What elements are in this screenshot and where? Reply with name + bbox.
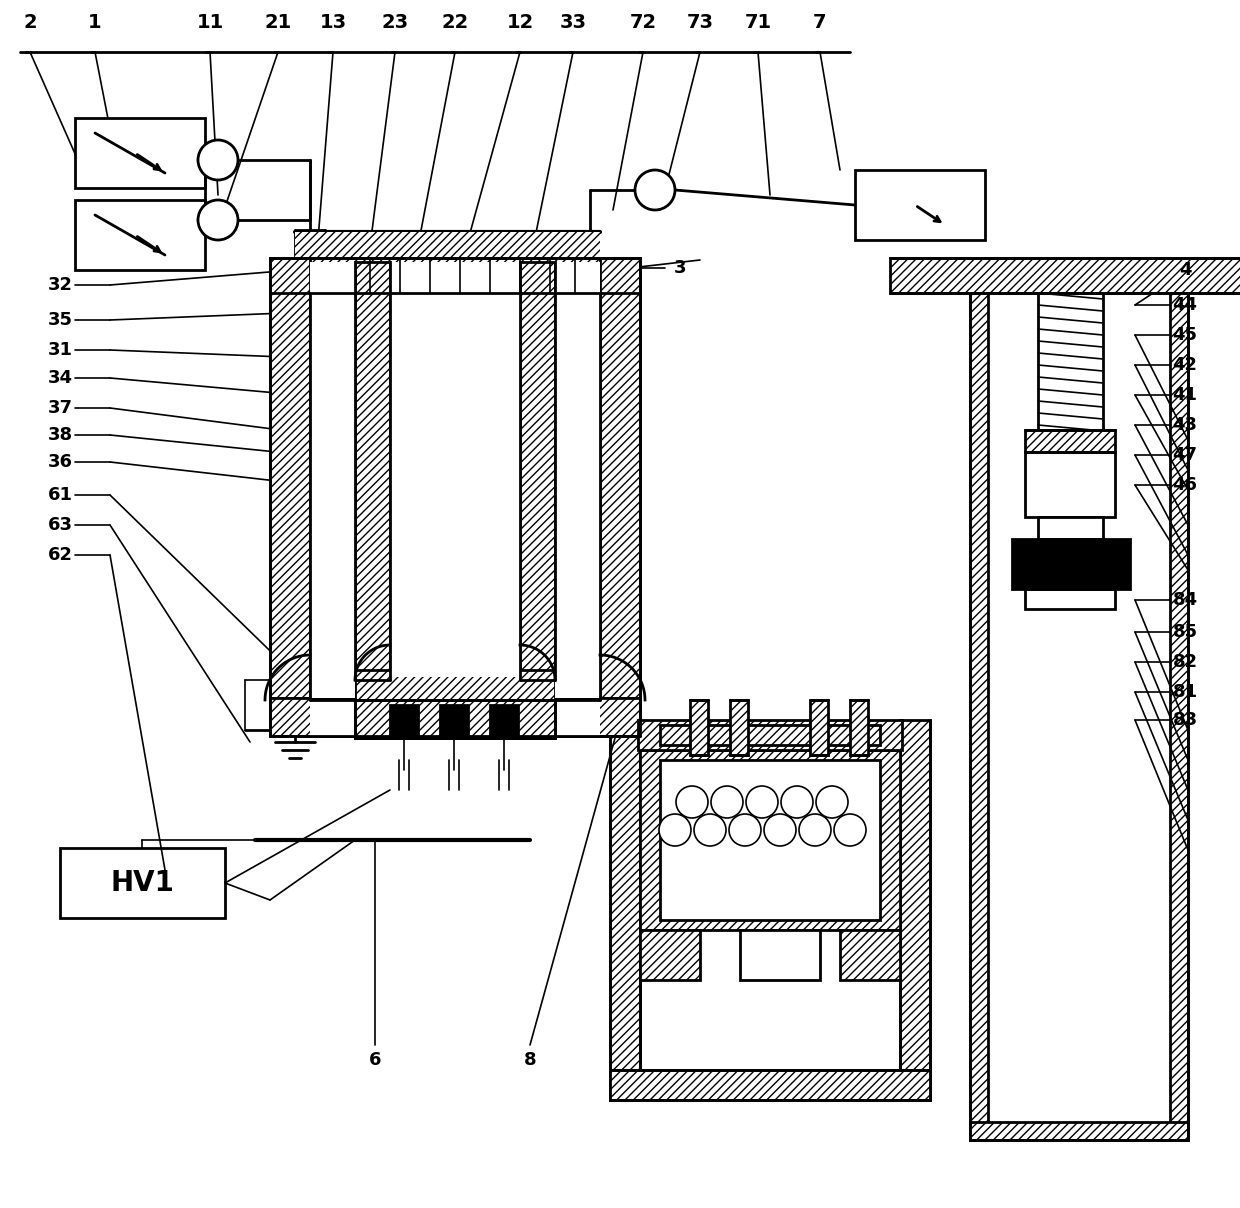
Bar [520,262,556,676]
Circle shape [711,786,743,818]
Bar [355,262,391,676]
Bar [1171,259,1188,1140]
Bar [355,699,556,738]
Text: HV1: HV1 [110,869,174,898]
Circle shape [746,786,777,818]
Bar [639,720,901,750]
Bar [839,930,900,980]
Bar [610,720,640,1100]
Text: 44: 44 [1173,296,1198,314]
Bar [890,259,1240,294]
Bar [270,698,640,736]
Text: 22: 22 [441,12,469,31]
Text: 38: 38 [47,426,73,445]
Bar [556,262,600,698]
Text: 1: 1 [88,12,102,31]
Text: 81: 81 [1173,683,1198,701]
Bar [270,259,640,294]
Bar [1025,430,1115,452]
Text: 2: 2 [24,12,37,31]
Circle shape [198,140,238,180]
Bar [60,848,224,918]
Text: 21: 21 [264,12,291,31]
Bar [600,259,640,698]
Text: 4: 4 [1179,261,1192,279]
Bar [1038,294,1104,432]
Bar [391,705,418,734]
Text: 63: 63 [47,516,72,534]
Bar [1012,539,1130,590]
Bar [1038,517,1104,539]
Text: 11: 11 [196,12,223,31]
Circle shape [694,814,725,846]
Bar [391,262,520,676]
Bar [310,699,600,736]
Text: 43: 43 [1173,416,1198,434]
Bar [1025,452,1115,517]
Text: 61: 61 [47,486,72,504]
Text: 46: 46 [1173,476,1198,494]
Circle shape [676,786,708,818]
Text: 33: 33 [559,12,587,31]
Bar [74,118,205,188]
Bar [440,705,467,734]
Bar [490,705,518,734]
Text: 82: 82 [1173,654,1198,670]
Circle shape [658,814,691,846]
Circle shape [729,814,761,846]
Text: 13: 13 [320,12,346,31]
Bar [730,699,748,755]
Text: 85: 85 [1173,623,1198,641]
Text: 42: 42 [1173,356,1198,374]
Bar [1025,590,1115,609]
Text: 45: 45 [1173,326,1198,344]
Bar [970,1122,1188,1140]
Bar [900,720,930,1100]
Text: 41: 41 [1173,387,1198,403]
Text: 37: 37 [47,399,72,417]
Text: 73: 73 [687,12,713,31]
Bar [810,699,828,755]
Bar [295,232,600,260]
Bar [660,725,880,745]
Bar [310,262,355,698]
Text: 6: 6 [368,1051,381,1069]
Text: 8: 8 [523,1051,537,1069]
Text: 32: 32 [47,275,72,294]
Text: 7: 7 [813,12,827,31]
Text: 71: 71 [744,12,771,31]
Text: 34: 34 [47,368,72,387]
Bar [610,1070,930,1100]
Bar [355,670,556,705]
Text: 47: 47 [1173,446,1198,464]
Circle shape [781,786,813,818]
Text: 23: 23 [382,12,408,31]
Text: 35: 35 [47,310,72,329]
Bar [660,760,880,920]
Bar [689,699,708,755]
Circle shape [816,786,848,818]
Text: 62: 62 [47,546,72,564]
Text: 3: 3 [673,259,686,277]
Bar [856,170,985,240]
Circle shape [764,814,796,846]
Bar [849,699,868,755]
Text: 12: 12 [506,12,533,31]
Bar [74,201,205,271]
Text: 72: 72 [630,12,656,31]
Bar [740,930,820,980]
Circle shape [835,814,866,846]
Bar [270,259,310,698]
Circle shape [198,201,238,240]
Text: 84: 84 [1173,591,1198,609]
Bar [640,750,900,930]
Circle shape [799,814,831,846]
Text: 31: 31 [47,341,72,359]
Circle shape [635,170,675,210]
Text: 83: 83 [1173,712,1198,728]
Bar [970,259,988,1140]
Text: 36: 36 [47,453,72,471]
Bar [640,930,701,980]
